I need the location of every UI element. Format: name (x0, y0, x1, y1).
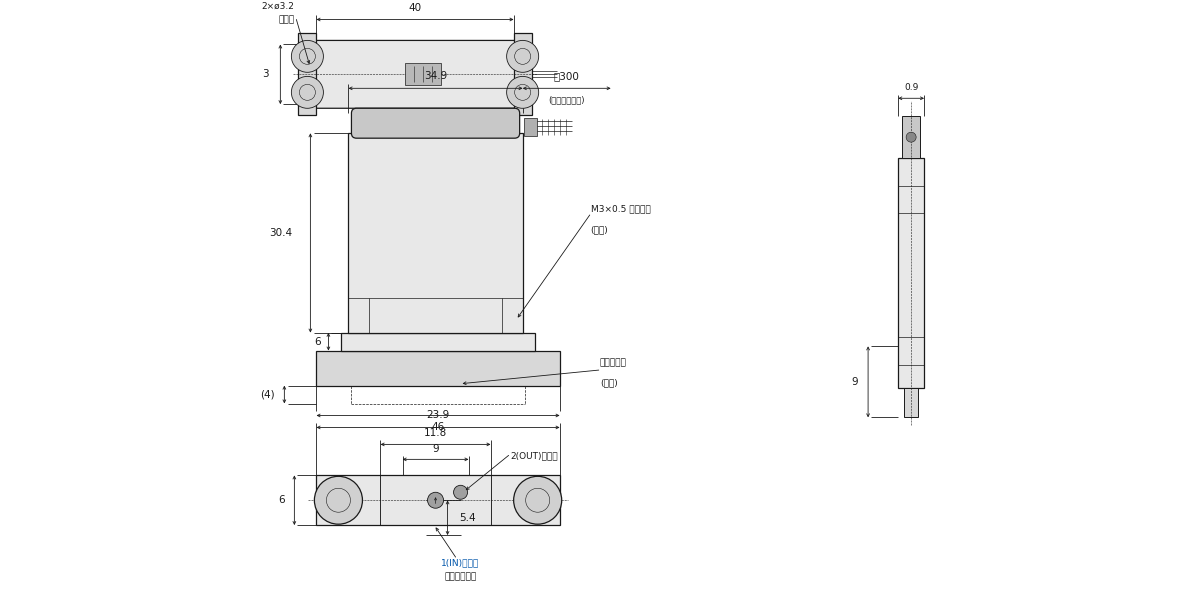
Text: 片側加圧で可: 片側加圧で可 (444, 572, 477, 581)
Circle shape (906, 132, 916, 142)
Text: 2×ø3.2: 2×ø3.2 (261, 2, 295, 11)
Text: (付属): (付属) (591, 225, 609, 234)
Bar (316, 350, 559, 386)
Bar (514, 34, 532, 115)
Text: 23.9: 23.9 (426, 410, 449, 421)
FancyBboxPatch shape (351, 108, 520, 138)
Circle shape (514, 476, 562, 524)
Text: 約300: 約300 (553, 71, 580, 82)
Bar (898, 158, 924, 388)
Text: (リード線長さ): (リード線長さ) (549, 95, 585, 104)
FancyBboxPatch shape (313, 40, 518, 108)
Text: 0.9: 0.9 (904, 83, 919, 92)
Text: 46: 46 (431, 422, 444, 433)
Text: 6: 6 (279, 495, 285, 505)
Text: 2(OUT)ポート: 2(OUT)ポート (510, 451, 558, 460)
Bar (316, 475, 559, 525)
Text: (付属): (付属) (600, 378, 617, 387)
Bar (405, 64, 441, 85)
Bar (524, 118, 537, 136)
Circle shape (507, 76, 539, 108)
Bar (902, 116, 920, 158)
Text: M3×0.5 取付ねじ: M3×0.5 取付ねじ (591, 204, 651, 213)
Text: 9: 9 (432, 445, 438, 454)
Circle shape (428, 492, 443, 508)
Text: 9: 9 (852, 377, 858, 387)
Circle shape (454, 485, 467, 499)
Text: 40: 40 (409, 2, 422, 13)
Circle shape (291, 40, 323, 73)
Text: 34.9: 34.9 (424, 71, 447, 82)
Circle shape (507, 40, 539, 73)
Bar (341, 332, 534, 350)
Text: 6: 6 (314, 337, 320, 347)
Text: 取付穴: 取付穴 (278, 15, 295, 24)
Circle shape (291, 76, 323, 108)
Text: (4): (4) (260, 389, 274, 400)
Bar (904, 388, 918, 418)
Circle shape (314, 476, 363, 524)
Bar (298, 34, 316, 115)
Text: 11.8: 11.8 (424, 428, 447, 439)
Text: 3: 3 (261, 70, 268, 79)
Text: 30.4: 30.4 (270, 228, 292, 238)
Bar (381, 475, 491, 525)
Text: 1(IN)ポート: 1(IN)ポート (441, 558, 479, 567)
Text: ガスケット: ガスケット (600, 358, 627, 367)
Text: 5.4: 5.4 (460, 513, 476, 523)
Bar (349, 133, 522, 332)
